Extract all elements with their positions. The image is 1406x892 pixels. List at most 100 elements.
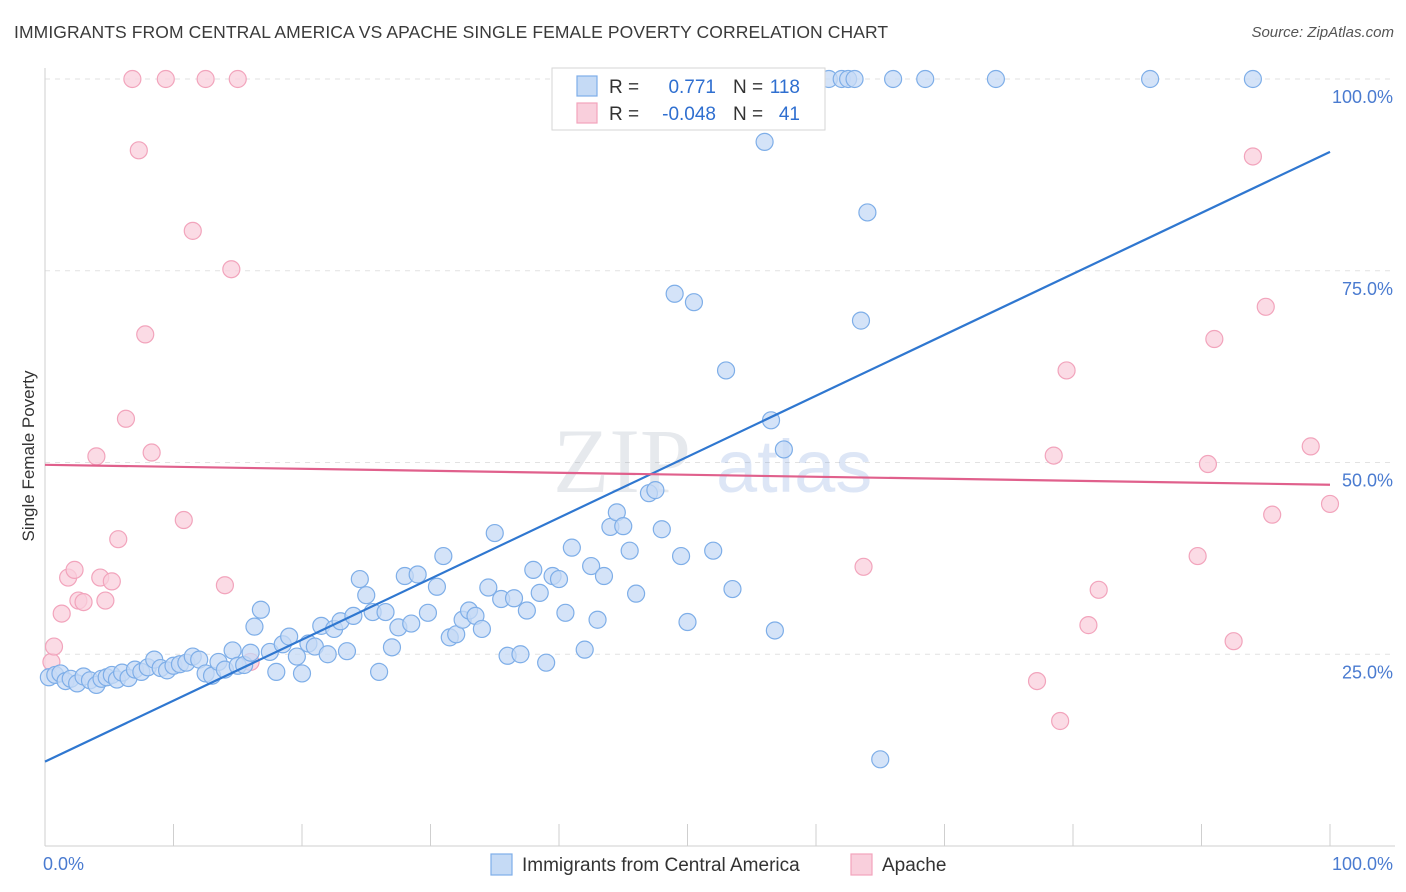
point-series1-25[interactable] [854,557,873,576]
point-series1-20[interactable] [196,69,215,89]
point-series0-89[interactable] [614,517,633,536]
point-series1-1[interactable] [44,637,64,656]
point-series1-35[interactable] [1224,632,1243,651]
point-series1-18[interactable] [174,510,193,530]
point-series0-68[interactable] [472,619,491,639]
point-series1-32[interactable] [1188,546,1207,566]
point-series0-97[interactable] [678,612,697,632]
point-series1-13[interactable] [123,69,142,89]
point-series0-58[interactable] [402,614,421,633]
point-series1-6[interactable] [74,592,93,612]
point-series0-90[interactable] [620,541,639,560]
point-series0-70[interactable] [485,523,504,543]
source-credit[interactable]: Source: ZipAtlas.com [1251,24,1394,41]
point-series0-100[interactable] [716,361,736,380]
point-series0-30[interactable] [223,641,242,660]
point-series1-40[interactable] [1320,494,1340,514]
point-series1-21[interactable] [215,576,234,595]
point-series0-77[interactable] [530,583,549,602]
point-series0-113[interactable] [883,69,903,89]
point-series1-10[interactable] [102,572,121,591]
point-series1-28[interactable] [1051,711,1070,731]
point-series0-101[interactable] [723,579,742,599]
point-series0-114[interactable] [916,69,935,89]
point-series1-26[interactable] [1027,671,1047,691]
point-series0-110[interactable] [851,311,871,330]
point-series0-91[interactable] [626,584,646,603]
point-series0-35[interactable] [251,600,270,619]
point-series0-84[interactable] [582,556,601,576]
point-series1-9[interactable] [96,591,115,610]
point-series1-12[interactable] [116,409,136,428]
point-series0-51[interactable] [357,586,376,605]
point-series1-27[interactable] [1044,446,1063,465]
point-series1-14[interactable] [129,141,148,160]
point-series1-30[interactable] [1079,616,1098,635]
point-series0-96[interactable] [671,546,691,566]
point-series1-11[interactable] [109,530,128,549]
point-series1-7[interactable] [87,447,106,466]
point-series0-105[interactable] [774,440,793,459]
point-series0-61[interactable] [427,577,447,596]
point-series1-22[interactable] [222,260,241,279]
point-series1-36[interactable] [1243,147,1263,166]
point-series0-76[interactable] [524,560,543,579]
point-series1-34[interactable] [1205,329,1224,349]
point-series0-82[interactable] [562,538,581,557]
stats-r-value-2: -0.048 [662,104,716,125]
point-series0-55[interactable] [382,638,402,657]
point-series0-95[interactable] [665,284,684,303]
point-series0-86[interactable] [594,566,614,586]
point-series1-23[interactable] [228,69,247,89]
point-series0-85[interactable] [588,610,607,629]
point-series1-31[interactable] [1089,580,1108,599]
point-series0-34[interactable] [245,617,264,636]
point-series0-37[interactable] [267,662,286,681]
point-series1-2[interactable] [52,604,71,623]
point-series1-29[interactable] [1057,361,1076,380]
point-series0-98[interactable] [684,293,704,312]
point-series0-115[interactable] [986,69,1006,89]
point-series1-16[interactable] [142,443,161,462]
point-series1-37[interactable] [1256,297,1275,316]
point-series1-33[interactable] [1198,454,1218,474]
point-series0-62[interactable] [434,546,453,566]
point-series0-60[interactable] [418,603,438,622]
point-series0-94[interactable] [652,520,671,539]
point-series0-99[interactable] [704,541,723,560]
point-series1-15[interactable] [136,325,155,344]
point-series0-111[interactable] [858,203,877,222]
point-series0-104[interactable] [765,621,784,640]
point-series1-4[interactable] [65,560,84,579]
point-series0-74[interactable] [511,645,530,664]
point-series0-33[interactable] [241,643,260,662]
x-tick-label-1: 100.0% [1332,854,1393,874]
point-series0-48[interactable] [337,642,357,661]
point-series0-102[interactable] [755,132,774,151]
point-series0-117[interactable] [1243,69,1263,89]
point-series0-50[interactable] [350,569,369,589]
point-series0-75[interactable] [517,601,536,620]
point-series0-112[interactable] [871,750,890,769]
point-series0-109[interactable] [845,69,864,89]
series-legend[interactable]: Immigrants from Central America Apache [490,853,946,876]
point-series1-19[interactable] [183,221,202,240]
point-series0-80[interactable] [549,569,569,589]
point-series0-81[interactable] [556,603,575,622]
point-series1-39[interactable] [1301,437,1320,456]
point-series0-45[interactable] [318,645,337,664]
axes [44,68,1395,847]
point-series0-41[interactable] [292,664,312,683]
point-series0-69[interactable] [479,578,498,597]
point-series1-17[interactable] [156,69,175,89]
point-series0-40[interactable] [287,647,306,666]
point-series0-83[interactable] [575,640,594,659]
point-series0-54[interactable] [376,602,395,622]
point-series0-73[interactable] [504,589,524,608]
point-series0-78[interactable] [537,653,556,672]
point-series0-93[interactable] [646,481,665,500]
point-series0-116[interactable] [1140,69,1160,89]
point-series0-59[interactable] [408,565,427,584]
point-series1-38[interactable] [1263,505,1282,524]
point-series0-53[interactable] [370,662,389,681]
